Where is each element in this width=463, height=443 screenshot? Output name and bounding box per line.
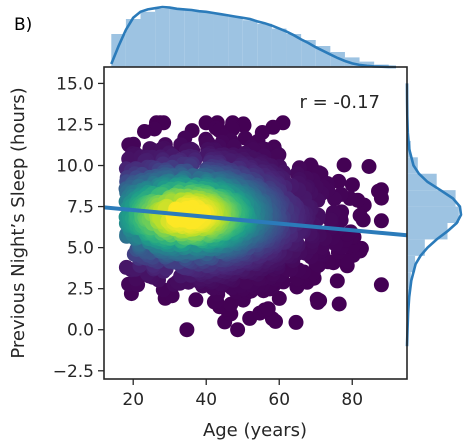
marginal-x-bar [198,11,214,68]
marginal-x-kde [110,5,397,69]
scatter-point [188,292,204,308]
marginal-x-histogram [110,5,397,69]
panel-label: B) [14,15,32,35]
scatter-point [329,273,345,289]
y-tick-label: 5.0 [67,239,94,259]
marginal-x-bar [169,8,185,67]
marginal-x-bar [140,11,156,68]
marginal-x-bar [228,16,243,68]
marginal-y-bar [407,272,411,289]
scatter-point [352,208,368,223]
marginal-y-bar [407,190,456,207]
y-axis: −2.5 0.0 2.5 5.0 7.5 10.0 12.5 15.0 [53,74,104,382]
x-tick-label: 20 [122,390,144,410]
marginal-x-bar [125,19,141,67]
scatter-point [373,213,389,229]
x-axis: 20 40 60 80 [122,379,363,410]
scatter-point [223,296,239,312]
scatter-point [373,190,389,206]
scatter-point [137,124,152,139]
regression-line [104,205,407,238]
marginal-x-bar [111,34,126,67]
scatter-point [288,314,304,330]
marginal-x-bar [286,34,302,67]
x-tick-label: 60 [268,390,290,410]
scatter-point [373,277,389,293]
scatter-point [309,291,325,307]
marginal-x-bar [257,23,272,67]
marginal-y-bar [407,173,437,191]
scatter-point [230,322,246,338]
marginal-y-bar [407,239,425,256]
scatter-point [236,117,252,133]
scatter-point [322,212,338,228]
marginal-x-bar [155,8,170,68]
y-tick-label: 7.5 [67,198,94,218]
plot-frame [103,66,408,380]
scatter-point [271,290,287,306]
y-tick-label: −2.5 [53,362,94,382]
marginal-y-bar [407,206,459,223]
x-tick-label: 80 [341,390,363,410]
y-tick-label: 15.0 [56,74,94,94]
scatter-point [179,322,195,338]
marginal-x-bar [242,20,258,67]
scatter-point [336,157,352,173]
y-tick-label: 0.0 [67,321,94,341]
correlation-annotation: r = -0.17 [300,92,381,113]
y-axis-label: Previous Night’s Sleep (hours) [8,87,29,358]
scatter-point [260,301,276,317]
y-tick-label: 12.5 [56,115,94,135]
marginal-x-bar [213,14,229,67]
marginal-x-bar [301,40,316,67]
marginal-x-bar [359,61,375,67]
scatter-point [344,177,360,193]
scatter-point [331,173,347,189]
marginal-x-bar [271,28,287,68]
marginal-y-histogram [405,83,463,347]
x-axis-label: Age (years) [203,420,307,441]
marginal-y-kde [405,83,463,347]
marginal-x-bar [184,10,199,67]
marginal-y-bar [407,223,448,240]
y-tick-label: 10.0 [56,157,94,177]
marginal-y-bar [407,255,416,273]
scatter-points [118,115,389,338]
scatter-point [331,296,347,312]
y-tick-label: 2.5 [67,280,94,300]
scatter-point [361,159,377,174]
x-tick-label: 40 [195,390,217,410]
